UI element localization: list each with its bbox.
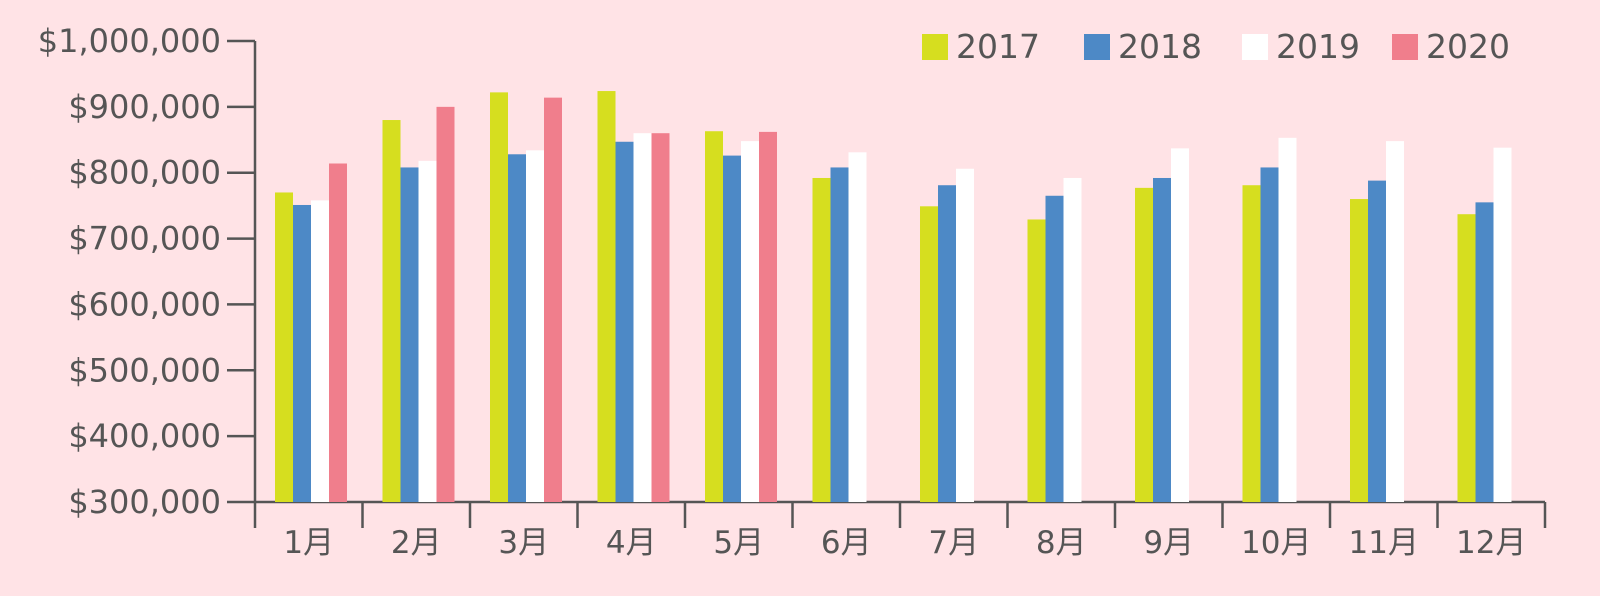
legend-swatch-2020 [1392, 34, 1418, 60]
y-tick-label: $400,000 [68, 417, 221, 455]
bar-2019 [1063, 177, 1082, 503]
x-tick-label: 10月 [1241, 525, 1311, 561]
x-tick-label: 1月 [283, 525, 334, 561]
bar-2018 [1260, 167, 1279, 502]
x-tick-label: 4月 [606, 525, 657, 561]
x-tick-label: 5月 [713, 525, 764, 561]
x-tick-label: 9月 [1143, 525, 1194, 561]
bar-2019 [1493, 147, 1512, 502]
bar-2018 [1475, 202, 1494, 502]
bar-2017 [382, 120, 401, 503]
x-axis: 1月 2月 3月 4月 5月 6月 7月 8月 9月 10月 11月 12月 [253, 500, 1547, 561]
x-tick-label: 3月 [498, 525, 549, 561]
x-tick-label: 12月 [1456, 525, 1526, 561]
x-tick-label: 8月 [1036, 525, 1087, 561]
bar-2019 [1278, 137, 1297, 502]
bar-2017 [1350, 199, 1368, 503]
bar-2020 [651, 133, 670, 502]
bar-2017 [1457, 214, 1476, 502]
bar-2017 [1242, 185, 1261, 502]
bar-2018 [830, 167, 849, 502]
bar-2018 [615, 141, 634, 503]
bar-2018 [400, 167, 419, 502]
bar-2017 [275, 192, 293, 502]
bar-2017 [705, 131, 723, 502]
bars [275, 91, 1512, 503]
bar-2019 [848, 152, 867, 502]
bar-2017 [490, 92, 508, 503]
bar-2018 [508, 154, 526, 502]
y-tick-label: $500,000 [68, 351, 221, 389]
bar-2019 [633, 133, 652, 502]
bar-2019 [418, 160, 437, 503]
legend-swatch-2019 [1242, 34, 1268, 60]
bar-2019 [526, 150, 544, 502]
bar-2017 [1135, 187, 1153, 502]
y-tick-label: $600,000 [68, 285, 221, 323]
bar-2019 [1171, 148, 1189, 502]
legend-label-2019: 2019 [1276, 27, 1360, 66]
bar-2020 [436, 106, 455, 502]
bar-2020 [759, 131, 777, 502]
legend-swatch-2017 [922, 34, 948, 60]
bar-2019 [1386, 141, 1404, 503]
bar-2017 [812, 177, 831, 503]
y-tick-label: $900,000 [68, 88, 221, 126]
x-tick-label: 6月 [821, 525, 872, 561]
bar-2017 [920, 206, 938, 502]
bar-2019 [741, 141, 759, 503]
y-axis: $300,000 $400,000 $500,000 $600,000 $700,000… [38, 22, 257, 521]
bar-2018 [938, 185, 956, 502]
legend-label-2018: 2018 [1118, 27, 1202, 66]
bar-2019 [311, 200, 329, 503]
legend-swatch-2018 [1084, 34, 1110, 60]
bar-2019 [956, 168, 974, 502]
x-tick-label: 7月 [928, 525, 979, 561]
bar-2020 [544, 97, 562, 502]
y-tick-label: $700,000 [68, 220, 221, 258]
legend: 2017 2018 2019 2020 [922, 27, 1510, 66]
bar-2018 [1153, 177, 1171, 503]
bar-2018 [723, 155, 741, 502]
bar-2018 [1368, 180, 1386, 503]
bar-2018 [293, 204, 311, 502]
legend-label-2020: 2020 [1426, 27, 1510, 66]
x-tick-label: 2月 [391, 525, 442, 561]
y-tick-label: $300,000 [68, 483, 221, 521]
bar-2017 [1027, 219, 1046, 503]
y-tick-label: $1,000,000 [38, 22, 221, 60]
bar-2018 [1045, 195, 1064, 502]
x-tick-label: 11月 [1349, 525, 1419, 561]
bar-2017 [597, 91, 616, 503]
legend-label-2017: 2017 [956, 27, 1040, 66]
bar-2020 [329, 163, 347, 502]
y-tick-label: $800,000 [68, 154, 221, 192]
